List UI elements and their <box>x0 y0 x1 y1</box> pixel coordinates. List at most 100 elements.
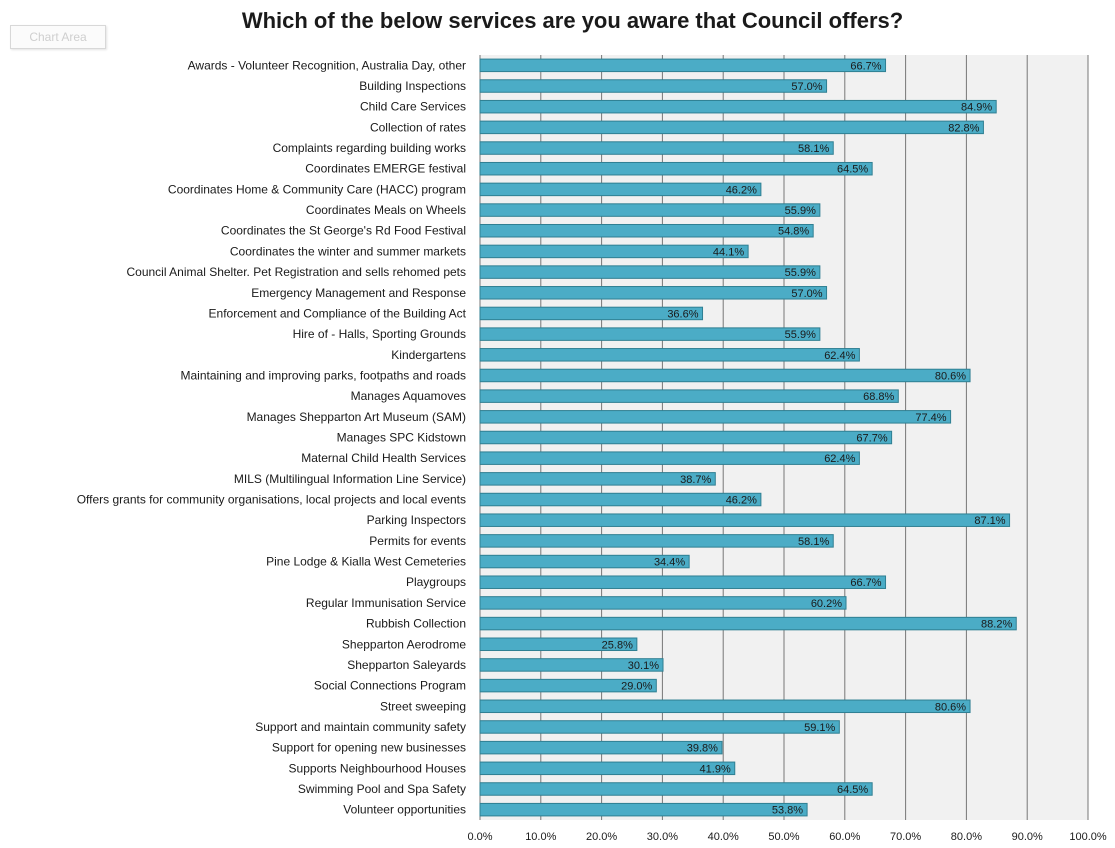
bar <box>479 678 657 693</box>
x-tick-label: 100.0% <box>1069 831 1107 843</box>
data-label: 46.2% <box>726 495 757 507</box>
bar <box>479 161 873 176</box>
x-tick-label: 50.0% <box>768 831 799 843</box>
data-label: 68.8% <box>863 391 894 403</box>
category-label: Emergency Management and Response <box>251 286 466 300</box>
data-label: 67.7% <box>856 433 887 445</box>
category-label: Offers grants for community organisation… <box>77 493 466 507</box>
category-label: Coordinates Home & Community Care (HACC)… <box>168 182 466 196</box>
category-label: Coordinates EMERGE festival <box>305 162 466 176</box>
category-label: Enforcement and Compliance of the Buildi… <box>209 306 467 320</box>
bar <box>479 223 814 238</box>
data-label: 87.1% <box>974 515 1005 527</box>
category-label: Manages Aquamoves <box>351 389 466 403</box>
bar <box>479 141 834 155</box>
category-label: Maternal Child Health Services <box>301 451 466 465</box>
bar <box>479 720 840 734</box>
bar <box>479 306 704 321</box>
category-label: Playgroups <box>406 575 466 589</box>
category-label: Regular Immunisation Service <box>306 596 466 610</box>
data-label: 66.7% <box>850 577 881 589</box>
category-label: Complaints regarding building works <box>273 141 466 155</box>
bar <box>479 534 834 548</box>
category-label: Manages SPC Kidstown <box>337 431 466 445</box>
data-label: 38.7% <box>680 474 711 486</box>
data-label: 62.4% <box>824 350 855 362</box>
category-label: Support for opening new businesses <box>272 741 466 755</box>
x-tick-labels: 0.0% 10.0% 20.0% 30.0% 40.0% 50.0% 60.0% 70.0% 8… <box>467 831 1106 843</box>
x-tick-label: 40.0% <box>708 831 739 843</box>
bar <box>479 658 664 672</box>
data-label: 60.2% <box>811 598 842 610</box>
x-tick-label: 70.0% <box>890 831 921 843</box>
data-label: 58.1% <box>798 143 829 155</box>
data-label: 30.1% <box>628 660 659 672</box>
category-label: Coordinates Meals on Wheels <box>306 203 466 217</box>
data-labels: 66.7% 57.0% 84.9% 82.8% 58.1% 64.5% 46.2% 55.9%… <box>602 60 1013 816</box>
data-label: 55.9% <box>785 267 816 279</box>
bar <box>479 782 873 796</box>
x-tick-label: 30.0% <box>647 831 678 843</box>
bar <box>479 637 638 652</box>
bar <box>479 286 828 300</box>
bar <box>479 389 899 403</box>
category-label: Shepparton Aerodrome <box>342 637 466 651</box>
bar <box>479 699 971 714</box>
data-label: 64.5% <box>837 164 868 176</box>
x-tick-label: 10.0% <box>525 831 556 843</box>
category-label: Coordinates the St George's Rd Food Fest… <box>221 224 466 238</box>
bar <box>479 410 952 424</box>
data-label: 82.8% <box>948 122 979 134</box>
category-label: Child Care Services <box>360 100 466 114</box>
category-label: Supports Neighbourhood Houses <box>289 761 466 775</box>
data-label: 80.6% <box>935 370 966 382</box>
x-tick-label: 80.0% <box>951 831 982 843</box>
bar <box>479 120 984 135</box>
category-label: Parking Inspectors <box>367 513 466 527</box>
data-label: 44.1% <box>713 246 744 258</box>
data-label: 57.0% <box>791 81 822 93</box>
bar <box>479 244 749 259</box>
data-label: 41.9% <box>700 763 731 775</box>
bar <box>479 79 828 93</box>
x-tick-label: 0.0% <box>467 831 492 843</box>
category-label: Volunteer opportunities <box>343 803 466 817</box>
bar <box>479 740 723 755</box>
chart-title: Which of the below services are you awar… <box>241 8 904 33</box>
bar <box>479 472 716 486</box>
data-label: 84.9% <box>961 102 992 114</box>
category-label: Hire of - Halls, Sporting Grounds <box>293 327 466 341</box>
bar <box>479 513 1011 527</box>
bar <box>479 99 997 114</box>
data-label: 80.6% <box>935 701 966 713</box>
category-label: Support and maintain community safety <box>255 720 466 734</box>
data-label: 29.0% <box>621 681 652 693</box>
category-label: Coordinates the winter and summer market… <box>230 244 466 258</box>
category-label: Swimming Pool and Spa Safety <box>298 782 466 796</box>
bar <box>479 327 821 341</box>
data-label: 46.2% <box>726 184 757 196</box>
bar <box>479 802 808 817</box>
data-label: 66.7% <box>850 60 881 72</box>
data-label: 54.8% <box>778 226 809 238</box>
bar <box>479 554 690 569</box>
category-label: Pine Lodge & Kialla West Cemeteries <box>266 555 466 569</box>
category-label: Awards - Volunteer Recognition, Australi… <box>188 58 466 72</box>
bar <box>479 58 887 73</box>
x-tick-label: 90.0% <box>1012 831 1043 843</box>
bar <box>479 182 762 197</box>
data-label: 25.8% <box>602 639 633 651</box>
bar <box>479 761 736 776</box>
data-label: 36.6% <box>667 308 698 320</box>
bar <box>479 348 860 362</box>
data-label: 58.1% <box>798 536 829 548</box>
category-label: Manages Shepparton Art Museum (SAM) <box>247 410 466 424</box>
chart-area-tag[interactable]: Chart Area <box>10 25 106 49</box>
bar <box>479 451 860 465</box>
category-label: Building Inspections <box>359 79 466 93</box>
data-label: 62.4% <box>824 453 855 465</box>
bar <box>479 265 821 279</box>
bar <box>479 430 893 445</box>
category-label: Kindergartens <box>391 348 466 362</box>
